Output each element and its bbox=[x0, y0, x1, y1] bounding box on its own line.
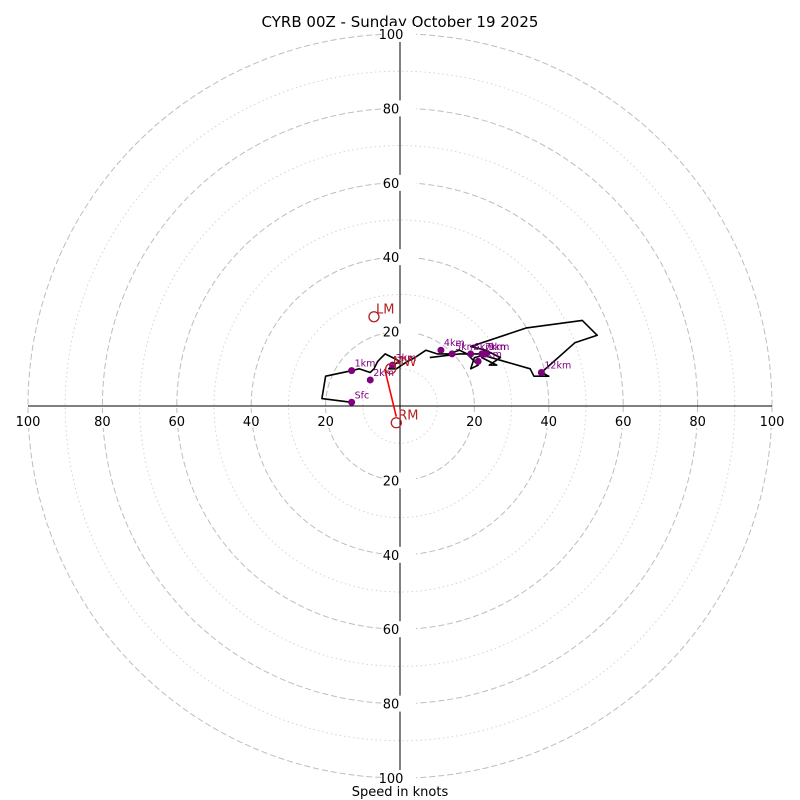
x-tick-label: 20 bbox=[317, 415, 334, 430]
x-tick-label: 100 bbox=[16, 415, 41, 430]
height-marker-8km bbox=[474, 357, 482, 365]
x-tick-label: 100 bbox=[760, 415, 785, 430]
height-marker-6km bbox=[467, 350, 475, 358]
height-marker-1km bbox=[348, 367, 356, 375]
y-tick-bg bbox=[384, 249, 416, 266]
y-tick-label: 40 bbox=[383, 549, 400, 564]
x-axis-label: Speed in knots bbox=[352, 785, 449, 800]
x-tick-bg bbox=[89, 413, 116, 428]
x-tick-label: 60 bbox=[615, 415, 632, 430]
storm-motion-lm-label: LM bbox=[376, 303, 394, 318]
height-label-3km: 3km bbox=[396, 353, 417, 364]
height-label-1km: 1km bbox=[355, 359, 376, 370]
y-tick-bg bbox=[384, 546, 416, 563]
tick-labels: 100 80 60 40 20 20 40 60 80 100 100 80 60 40 20 20 40 60 8… bbox=[15, 26, 785, 787]
x-tick-bg bbox=[610, 413, 637, 428]
storm-motion-mw-marker bbox=[385, 363, 397, 375]
y-tick-label: 80 bbox=[383, 698, 400, 713]
y-tick-label: 100 bbox=[379, 28, 404, 43]
shear-vector-line bbox=[383, 368, 398, 417]
x-tick-label: 60 bbox=[169, 415, 186, 430]
height-marker-12km bbox=[537, 369, 545, 377]
x-tick-label: 20 bbox=[466, 415, 483, 430]
x-tick-label: 40 bbox=[541, 415, 558, 430]
height-marker-4km bbox=[437, 346, 445, 354]
y-tick-label: 100 bbox=[379, 772, 404, 787]
y-tick-label: 80 bbox=[383, 102, 400, 117]
height-label-12km: 12km bbox=[544, 361, 571, 372]
height-marker-9km bbox=[482, 350, 490, 358]
x-tick-bg bbox=[163, 413, 190, 428]
x-tick-bg bbox=[238, 413, 265, 428]
y-tick-bg bbox=[384, 26, 416, 42]
height-label-Sfc: Sfc bbox=[355, 390, 370, 401]
hodograph-line bbox=[321, 319, 599, 404]
x-tick-label: 80 bbox=[94, 415, 111, 430]
shear-vector bbox=[383, 368, 398, 417]
chart-title: CYRB 00Z - Sunday October 19 2025 bbox=[262, 13, 539, 31]
y-tick-label: 60 bbox=[383, 177, 400, 192]
x-tick-label: 80 bbox=[689, 415, 706, 430]
height-marker-2km bbox=[366, 376, 374, 384]
height-label-8km: 8km bbox=[481, 349, 502, 360]
axes bbox=[28, 34, 772, 778]
y-tick-bg bbox=[384, 770, 416, 786]
x-tick-bg bbox=[312, 413, 339, 428]
y-tick-bg bbox=[384, 323, 416, 340]
height-label-6km: 6km bbox=[474, 342, 495, 353]
height-label-4km: 4km bbox=[444, 338, 465, 349]
storm-motion-rm-label: RM bbox=[398, 409, 418, 424]
y-tick-label: 20 bbox=[383, 326, 400, 341]
y-tick-label: 20 bbox=[383, 474, 400, 489]
y-tick-label: 40 bbox=[383, 251, 400, 266]
height-label-7km: 7km bbox=[485, 342, 506, 353]
x-tick-bg bbox=[535, 413, 562, 428]
x-tick-bg bbox=[461, 413, 488, 428]
y-tick-bg bbox=[384, 472, 416, 489]
x-tick-bg bbox=[684, 413, 711, 428]
height-marker-Sfc bbox=[348, 398, 356, 406]
y-tick-bg bbox=[384, 174, 416, 191]
wind-trace bbox=[321, 319, 599, 404]
y-tick-label: 60 bbox=[383, 623, 400, 638]
height-label-2km: 2km bbox=[373, 368, 394, 379]
x-tick-label: 40 bbox=[243, 415, 260, 430]
height-label-5km: 5km bbox=[455, 342, 476, 353]
y-tick-bg bbox=[384, 695, 416, 712]
x-tick-bg bbox=[759, 413, 785, 428]
storm-motion-lm-marker bbox=[368, 311, 380, 323]
x-tick-bg bbox=[15, 413, 41, 428]
y-tick-bg bbox=[384, 100, 416, 117]
height-label-9km: 9km bbox=[489, 342, 510, 353]
height-marker-5km bbox=[448, 350, 456, 358]
storm-motion-markers: RM LM MW bbox=[368, 303, 419, 429]
storm-motion-mw-label: MW bbox=[393, 355, 417, 370]
y-tick-bg bbox=[384, 621, 416, 638]
storm-motion-rm-marker bbox=[390, 417, 402, 429]
